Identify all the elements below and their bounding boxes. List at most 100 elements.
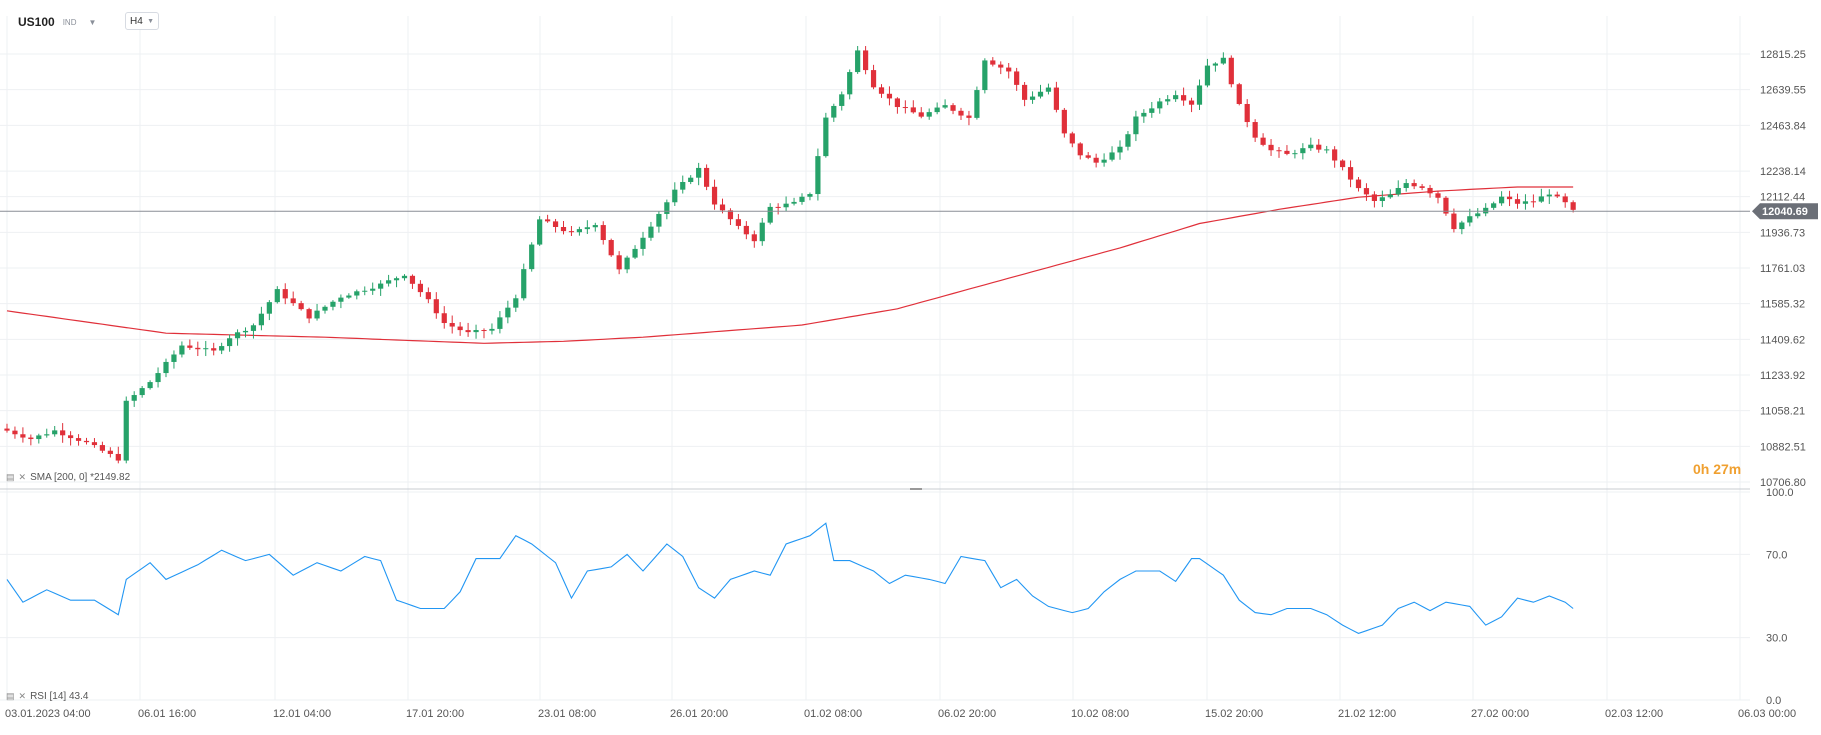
candle [75, 434, 82, 446]
candle-body [1483, 207, 1489, 214]
candle-body [600, 225, 606, 241]
candle-body [696, 167, 702, 178]
axes: 03.01.2023 04:00 06.01 16:00 12.01 04:00 17… [0, 49, 1818, 720]
candle-body [878, 87, 885, 94]
price-tick-label: 12238.14 [1760, 166, 1806, 178]
candle [386, 274, 392, 287]
candle-body [1109, 152, 1115, 160]
candle-body [449, 323, 455, 327]
candle [1522, 194, 1529, 210]
candle-body [258, 313, 264, 326]
candle-body [552, 221, 559, 228]
candle [1475, 208, 1481, 219]
candle [688, 175, 694, 185]
candle [1022, 82, 1028, 107]
candle-body [163, 361, 169, 374]
rsi-legend-text: RSI [14] 43.4 [30, 691, 89, 702]
chevron-down-icon[interactable]: ▼ [88, 17, 97, 27]
candle-body [592, 225, 598, 228]
candle-body [958, 110, 964, 116]
settings-icon[interactable]: ▤ [6, 691, 15, 701]
candle-body [1236, 84, 1242, 104]
candle-body [195, 347, 201, 350]
candle [401, 274, 408, 281]
candle [473, 324, 479, 339]
candle [1157, 97, 1163, 114]
candle-body [847, 72, 853, 95]
time-tick-label: 06.02 20:00 [938, 708, 996, 720]
candle-body [926, 112, 932, 117]
close-icon[interactable]: ✕ [18, 691, 27, 701]
symbol-type: IND [62, 17, 77, 27]
candle-body [1475, 213, 1481, 217]
candle-body [759, 222, 765, 242]
candle-body [242, 330, 249, 333]
sma-indicator-legend[interactable]: ▤ ✕ SMA [200, 0] *2149.82 [6, 472, 130, 483]
candle-body [1029, 96, 1036, 100]
candle [1173, 90, 1179, 102]
candle-body [1316, 144, 1322, 150]
candle [998, 61, 1004, 75]
timeframe-dropdown[interactable]: H4 ▼ [125, 12, 159, 30]
candle [1427, 184, 1433, 198]
candle-body [982, 60, 988, 91]
rsi-indicator-legend[interactable]: ▤ ✕ RSI [14] 43.4 [6, 691, 88, 702]
candle [926, 108, 932, 120]
candle-body [234, 332, 241, 339]
candle-body [521, 269, 527, 299]
candle-body [743, 225, 749, 235]
candle-body [36, 435, 42, 440]
time-tick-label: 21.02 12:00 [1338, 708, 1396, 720]
candle [1077, 142, 1083, 160]
candle-body [171, 354, 177, 362]
candle [521, 263, 527, 301]
candle [60, 423, 66, 443]
candle-body [147, 382, 153, 389]
candle [815, 148, 821, 201]
symbol-selector[interactable]: US100 IND ▼ [18, 12, 96, 32]
candle [1045, 83, 1052, 95]
candle-body [417, 283, 423, 293]
candle-body [1101, 159, 1107, 163]
candle [1546, 189, 1552, 204]
candle-body [775, 206, 781, 208]
candle [847, 69, 853, 100]
candle [918, 107, 924, 119]
time-tick-label: 10.02 08:00 [1071, 708, 1129, 720]
candle [910, 100, 916, 114]
candle [1212, 62, 1218, 72]
candle-body [1363, 188, 1370, 195]
candle-body [1212, 63, 1218, 66]
symbol-name[interactable]: US100 [18, 15, 55, 29]
candle-body [1022, 84, 1028, 100]
candle-body [1157, 101, 1163, 109]
candle-body [1387, 194, 1393, 198]
candle-body [855, 50, 861, 73]
candle [393, 276, 400, 288]
timeframe-value: H4 [130, 15, 143, 27]
candle [258, 306, 264, 331]
candle [99, 441, 105, 453]
candle-body [1061, 109, 1067, 134]
candle [433, 292, 439, 319]
close-icon[interactable]: ✕ [18, 472, 27, 482]
candle-body [1141, 112, 1147, 117]
chevron-down-icon: ▼ [147, 17, 154, 25]
candle-body [497, 317, 503, 329]
candle [20, 427, 26, 443]
candle [870, 64, 877, 90]
candle [632, 245, 638, 260]
candle [1292, 149, 1298, 159]
candle-body [751, 234, 757, 242]
candle [902, 100, 908, 114]
candle-body [1077, 143, 1083, 156]
candle-body [918, 112, 924, 117]
candle [1006, 62, 1012, 79]
time-tick-label: 01.02 08:00 [804, 708, 862, 720]
settings-icon[interactable]: ▤ [6, 472, 15, 482]
candle [600, 221, 606, 245]
candle-body [481, 330, 487, 332]
candle [1316, 139, 1322, 153]
